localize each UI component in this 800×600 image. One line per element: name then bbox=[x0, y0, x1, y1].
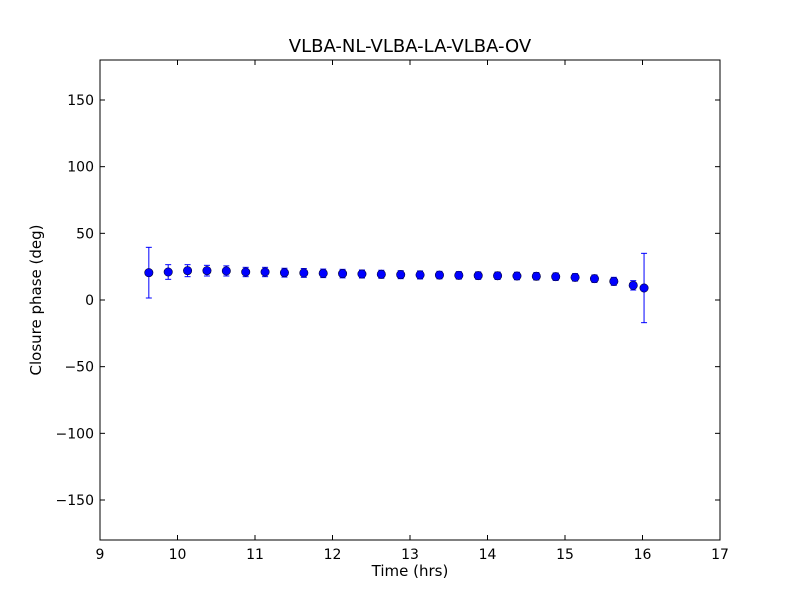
x-tick-label: 13 bbox=[401, 547, 419, 563]
data-point bbox=[551, 272, 561, 282]
x-tick-label: 16 bbox=[634, 547, 652, 563]
data-point bbox=[163, 267, 173, 277]
data-point bbox=[144, 268, 154, 278]
x-tick-label: 12 bbox=[324, 547, 342, 563]
data-point bbox=[512, 271, 522, 281]
x-tick-label: 9 bbox=[96, 547, 105, 563]
x-tick-label: 15 bbox=[556, 547, 574, 563]
data-point bbox=[609, 276, 619, 286]
x-tick-label: 10 bbox=[169, 547, 187, 563]
data-point bbox=[454, 270, 464, 280]
data-point bbox=[202, 266, 212, 276]
data-point bbox=[531, 271, 541, 281]
data-point bbox=[338, 269, 348, 279]
data-point bbox=[279, 268, 289, 278]
data-point bbox=[221, 266, 231, 276]
data-point bbox=[241, 267, 251, 277]
chart-title: VLBA-NL-VLBA-LA-VLBA-OV bbox=[289, 36, 532, 57]
data-point bbox=[589, 274, 599, 284]
data-point bbox=[318, 268, 328, 278]
data-point bbox=[376, 269, 386, 279]
y-tick-label: −50 bbox=[64, 360, 94, 376]
data-point bbox=[183, 266, 193, 276]
data-point bbox=[473, 271, 483, 281]
data-point bbox=[260, 267, 270, 277]
y-tick-label: 150 bbox=[67, 93, 94, 109]
y-axis-label: Closure phase (deg) bbox=[27, 225, 45, 376]
x-axis-label: Time (hrs) bbox=[371, 562, 449, 580]
data-point bbox=[415, 270, 425, 280]
y-tick-label: 0 bbox=[85, 293, 94, 309]
y-tick-label: −100 bbox=[56, 426, 94, 442]
data-point bbox=[299, 268, 309, 278]
data-point bbox=[570, 272, 580, 282]
x-tick-label: 11 bbox=[246, 547, 264, 563]
x-tick-label: 17 bbox=[711, 547, 729, 563]
data-marks bbox=[144, 246, 649, 324]
data-point bbox=[628, 280, 638, 290]
data-point bbox=[434, 270, 444, 280]
data-point bbox=[357, 269, 367, 279]
plot-area bbox=[99, 59, 721, 541]
y-tick-label: 100 bbox=[67, 160, 94, 176]
data-point bbox=[493, 271, 503, 281]
data-point bbox=[396, 270, 406, 280]
y-tick-label: 50 bbox=[76, 226, 94, 242]
y-tick-label: −150 bbox=[56, 493, 94, 509]
axis-ticks: 9 10 11 12 13 14 15 16 17 −150 −100 −50 0 50 100 150 bbox=[56, 60, 729, 563]
x-tick-label: 14 bbox=[479, 547, 497, 563]
data-point bbox=[639, 283, 649, 293]
